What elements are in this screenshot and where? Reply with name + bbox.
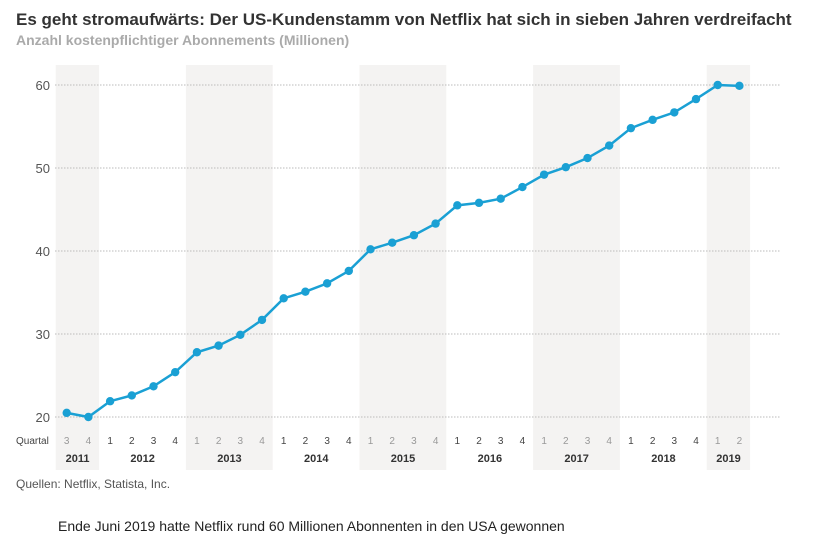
quarter-tick-label: 3	[238, 436, 244, 447]
year-tick-label: 2013	[217, 453, 241, 465]
quarter-tick-label: 2	[563, 436, 569, 447]
quarter-tick-label: 3	[585, 436, 591, 447]
quarter-tick-label: 3	[411, 436, 417, 447]
quarter-tick-label: 1	[107, 436, 113, 447]
year-tick-label: 2018	[651, 453, 675, 465]
data-point	[648, 115, 657, 125]
data-point	[171, 367, 180, 377]
quarter-tick-label: 3	[151, 436, 157, 447]
quarter-tick-label: 4	[259, 436, 265, 447]
data-point	[518, 182, 527, 192]
quarter-tick-label: 2	[737, 436, 743, 447]
chart-subtitle: Anzahl kostenpflichtiger Abonnements (Mi…	[16, 32, 350, 48]
year-tick-label: 2011	[66, 453, 90, 465]
quarter-tick-label: 2	[303, 436, 309, 447]
data-point	[257, 315, 267, 325]
data-point	[84, 412, 93, 422]
data-point	[474, 198, 484, 208]
quarter-tick-label: 4	[520, 436, 526, 447]
data-point	[279, 294, 288, 303]
data-point	[431, 219, 440, 228]
source-note: Quellen: Netflix, Statista, Inc.	[16, 477, 171, 491]
year-tick-label: 2015	[391, 453, 415, 465]
data-point	[583, 153, 592, 163]
year-band	[185, 65, 273, 470]
quarter-tick-label: 4	[172, 436, 178, 447]
year-band	[359, 65, 447, 470]
data-point	[691, 94, 701, 104]
data-point	[322, 279, 332, 288]
data-point	[236, 330, 245, 340]
data-point	[713, 80, 722, 90]
year-tick-label: 2016	[478, 453, 502, 465]
quarter-tick-label: 4	[86, 436, 92, 447]
quarter-tick-label: 3	[672, 436, 678, 447]
data-point	[605, 141, 614, 150]
data-point	[214, 341, 223, 350]
quarter-tick-label: 4	[433, 436, 439, 447]
quarter-tick-label: 3	[498, 436, 504, 447]
data-point	[301, 287, 310, 296]
chart-title: Es geht stromaufwärts: Der US-Kundenstam…	[16, 10, 792, 29]
quarter-tick-label: 4	[346, 436, 352, 447]
data-point	[149, 382, 158, 391]
quarter-tick-label: 2	[389, 436, 395, 447]
year-tick-label: 2014	[304, 453, 329, 465]
quarter-tick-label: 2	[650, 436, 656, 447]
data-point	[496, 194, 505, 203]
x-axis-label: Quartal	[16, 436, 49, 447]
quarter-tick-label: 1	[455, 436, 461, 447]
data-point	[626, 123, 636, 133]
data-point	[366, 245, 375, 254]
article-text: Ende Juni 2019 hatte Netflix rund 60 Mil…	[58, 518, 565, 534]
year-tick-label: 2012	[130, 453, 154, 465]
data-point	[62, 408, 71, 418]
data-point	[192, 348, 202, 357]
series-line	[66, 83, 740, 419]
quarter-tick-label: 2	[476, 436, 482, 447]
quarter-tick-label: 3	[324, 436, 330, 447]
year-tick-label: 2019	[716, 453, 740, 465]
quarter-tick-label: 1	[628, 436, 634, 447]
data-point	[409, 231, 419, 240]
year-tick-label: 2017	[564, 453, 588, 465]
data-point	[105, 397, 115, 406]
year-band	[706, 65, 751, 470]
quarter-tick-label: 2	[129, 436, 135, 447]
quarter-tick-label: 1	[715, 436, 721, 447]
data-point	[539, 170, 549, 179]
quarter-tick-label: 1	[541, 436, 547, 447]
quarter-tick-label: 4	[606, 436, 612, 447]
y-tick-label: 20	[36, 410, 50, 425]
quarter-tick-label: 2	[216, 436, 222, 447]
quarter-tick-label: 4	[693, 436, 699, 447]
data-point	[561, 162, 570, 172]
quarter-tick-label: 1	[281, 436, 287, 447]
year-band	[533, 65, 620, 470]
quarter-tick-label: 1	[368, 436, 374, 447]
data-point	[344, 266, 353, 276]
data-point	[127, 391, 136, 400]
quarter-tick-label: 1	[194, 436, 200, 447]
data-point	[453, 201, 462, 210]
data-point	[735, 81, 744, 91]
y-tick-label: 30	[36, 327, 50, 342]
year-band	[55, 65, 100, 470]
y-tick-label: 60	[36, 78, 50, 93]
data-point	[388, 238, 397, 247]
y-tick-label: 50	[36, 161, 50, 176]
y-tick-label: 40	[36, 244, 50, 259]
quarter-tick-label: 3	[64, 436, 70, 447]
data-point	[670, 108, 679, 117]
